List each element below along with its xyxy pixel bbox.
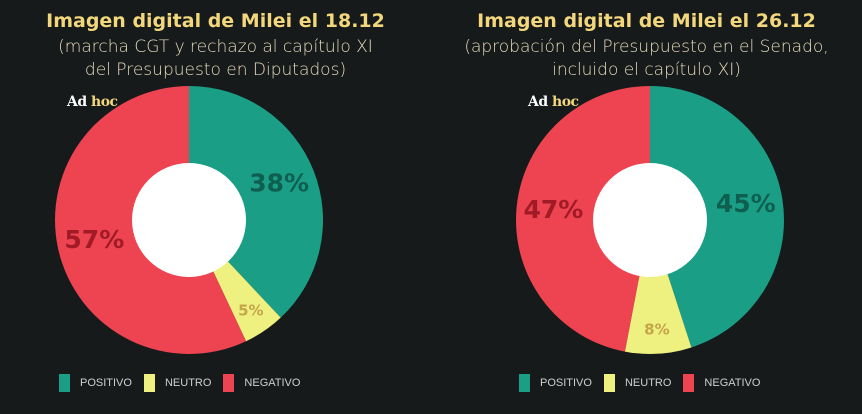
- donut-chart: 45% 8% 47%: [515, 86, 784, 354]
- slice-positivo: [650, 86, 784, 348]
- legend-item-neutro: NEUTRO: [603, 374, 671, 392]
- data-label-negativo: 47%: [524, 195, 584, 224]
- legend: POSITIVO NEUTRO NEGATIVO: [519, 374, 772, 392]
- data-label-negativo: 57%: [64, 225, 124, 254]
- data-label-neutro: 5%: [238, 301, 263, 319]
- adhoc-logo: Ad hoc: [67, 94, 118, 110]
- chart-panel-1: Imagen digital de Milei el 18.12 (marcha…: [46, 10, 385, 392]
- chart-title: Imagen digital de Milei el 26.12: [477, 10, 816, 32]
- chart-subtitle-line-2: del Presupuesto en Diputados): [84, 60, 347, 80]
- donut-chart: 38% 5% 57%: [55, 86, 323, 354]
- donut-hole: [593, 163, 707, 277]
- legend-item-negativo: NEGATIVO: [683, 374, 760, 392]
- chart-subtitle-line-2: incluido el capítulo XI): [552, 60, 741, 80]
- data-label-neutro: 8%: [644, 320, 669, 338]
- donut-hole: [132, 163, 246, 277]
- legend: POSITIVO NEUTRO NEGATIVO: [59, 374, 312, 392]
- legend-item-positivo: POSITIVO: [59, 374, 132, 392]
- slice-positivo: [189, 86, 323, 318]
- legend-item-negativo: NEGATIVO: [223, 374, 300, 392]
- data-label-positivo: 45%: [716, 189, 776, 218]
- data-label-positivo: 38%: [249, 168, 309, 197]
- chart-subtitle-line-1: (marcha CGT y rechazo al capítulo XI: [58, 37, 373, 57]
- legend-item-neutro: NEUTRO: [143, 374, 211, 392]
- slice-negativo: [515, 86, 650, 352]
- chart-subtitle-line-1: (aprobación del Presupuesto en el Senado…: [464, 37, 829, 57]
- slice-neutro: [624, 220, 692, 354]
- adhoc-logo: Ad hoc: [528, 94, 579, 110]
- chart-title: Imagen digital de Milei el 18.12: [46, 10, 385, 32]
- chart-panel-2: Imagen digital de Milei el 26.12 (aproba…: [431, 0, 862, 414]
- legend-item-positivo: POSITIVO: [519, 374, 592, 392]
